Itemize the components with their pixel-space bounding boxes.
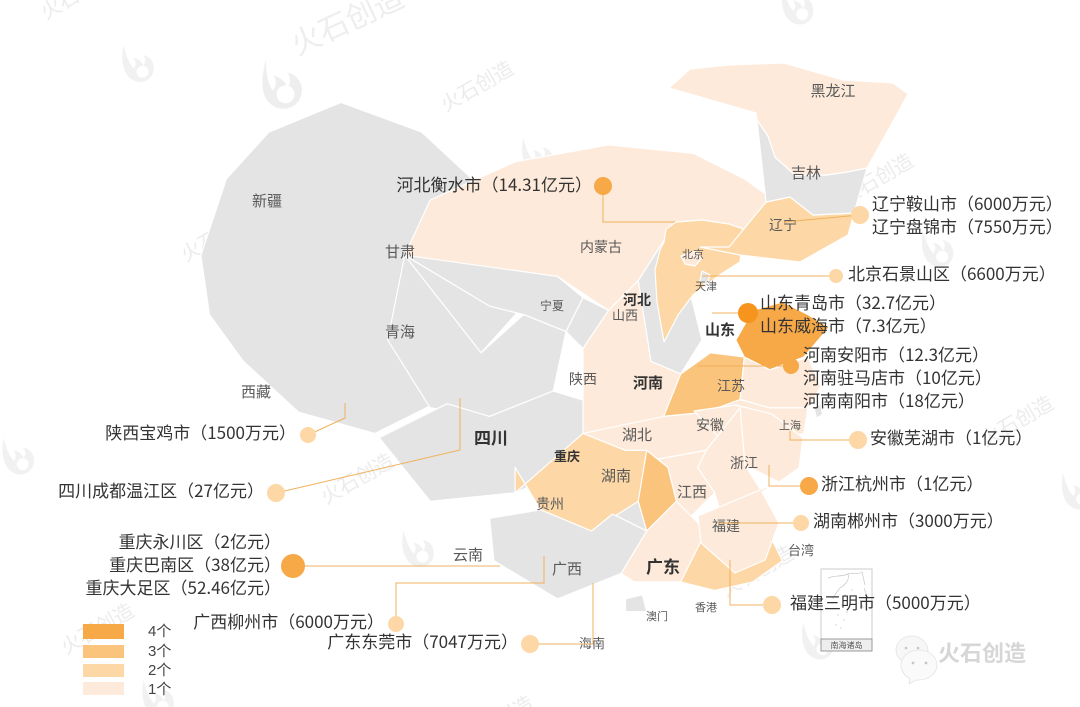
svg-text:上海: 上海 [779,417,801,433]
svg-text:吉林: 吉林 [791,162,821,183]
svg-text:内蒙古: 内蒙古 [580,237,622,257]
svg-text:广西: 广西 [552,558,582,579]
svg-text:山西: 山西 [612,305,638,324]
svg-text:浙江杭州市（1亿元）: 浙江杭州市（1亿元） [821,470,983,495]
svg-text:福建三明市（5000万元）: 福建三明市（5000万元） [790,589,981,614]
svg-text:江苏: 江苏 [717,376,745,396]
svg-text:江西: 江西 [677,481,707,502]
svg-text:福建: 福建 [712,516,740,536]
svg-text:重庆: 重庆 [554,446,580,465]
svg-text:陕西: 陕西 [569,369,597,389]
svg-text:重庆永川区（2亿元）: 重庆永川区（2亿元） [119,528,281,553]
svg-text:四川: 四川 [474,424,508,449]
svg-text:安徽: 安徽 [696,415,724,435]
svg-text:辽宁: 辽宁 [769,215,797,235]
svg-text:重庆巴南区（38亿元）: 重庆巴南区（38亿元） [109,551,281,576]
svg-text:北京石景山区（6600万元）: 北京石景山区（6600万元） [848,260,1056,285]
svg-text:1个: 1个 [148,681,171,698]
svg-text:天津: 天津 [695,278,717,294]
svg-text:3个: 3个 [148,643,171,660]
svg-text:2个: 2个 [148,662,171,679]
svg-text:黑龙江: 黑龙江 [810,80,855,101]
svg-text:河南驻马店市（10亿元）: 河南驻马店市（10亿元） [803,364,992,389]
svg-text:新疆: 新疆 [252,190,282,211]
svg-text:云南: 云南 [453,544,483,565]
svg-text:山东威海市（7.3亿元）: 山东威海市（7.3亿元） [760,312,937,337]
svg-text:北京: 北京 [682,246,704,262]
svg-text:安徽芜湖市（1亿元）: 安徽芜湖市（1亿元） [870,424,1032,449]
svg-text:湖南郴州市（3000万元）: 湖南郴州市（3000万元） [813,507,1004,532]
svg-text:青海: 青海 [385,321,415,342]
svg-text:南海诸岛: 南海诸岛 [831,640,863,651]
svg-text:贵州: 贵州 [536,494,564,514]
svg-text:广东: 广东 [646,553,680,578]
svg-text:香港: 香港 [695,599,717,615]
svg-text:湖北: 湖北 [622,424,652,445]
svg-text:山东: 山东 [705,319,735,340]
svg-text:重庆大足区（52.46亿元）: 重庆大足区（52.46亿元） [86,574,281,599]
svg-text:甘肃: 甘肃 [385,241,415,262]
svg-text:四川成都温江区（27亿元）: 四川成都温江区（27亿元） [58,477,264,502]
svg-text:河南南阳市（18亿元）: 河南南阳市（18亿元） [803,387,975,412]
svg-text:浙江: 浙江 [730,453,758,473]
svg-text:海南: 海南 [579,633,605,652]
svg-text:澳门: 澳门 [646,608,668,624]
svg-text:辽宁鞍山市（6000万元）: 辽宁鞍山市（6000万元） [872,190,1063,215]
svg-text:河南安阳市（12.3亿元）: 河南安阳市（12.3亿元） [803,341,989,366]
svg-text:辽宁盘锦市（7550万元）: 辽宁盘锦市（7550万元） [872,213,1063,238]
svg-text:河北衡水市（14.31亿元）: 河北衡水市（14.31亿元） [397,171,592,196]
svg-text:陕西宝鸡市（1500万元）: 陕西宝鸡市（1500万元） [105,419,296,444]
svg-text:河南: 河南 [633,372,663,393]
svg-text:广东东莞市（7047万元）: 广东东莞市（7047万元） [327,628,518,653]
svg-text:宁夏: 宁夏 [540,297,564,314]
svg-text:湖南: 湖南 [601,465,631,486]
svg-text:山东青岛市（32.7亿元）: 山东青岛市（32.7亿元） [760,289,946,314]
svg-text:4个: 4个 [148,623,171,640]
svg-text:火石创造: 火石创造 [938,636,1026,668]
svg-text:西藏: 西藏 [241,381,271,402]
svg-text:台湾: 台湾 [788,540,814,559]
